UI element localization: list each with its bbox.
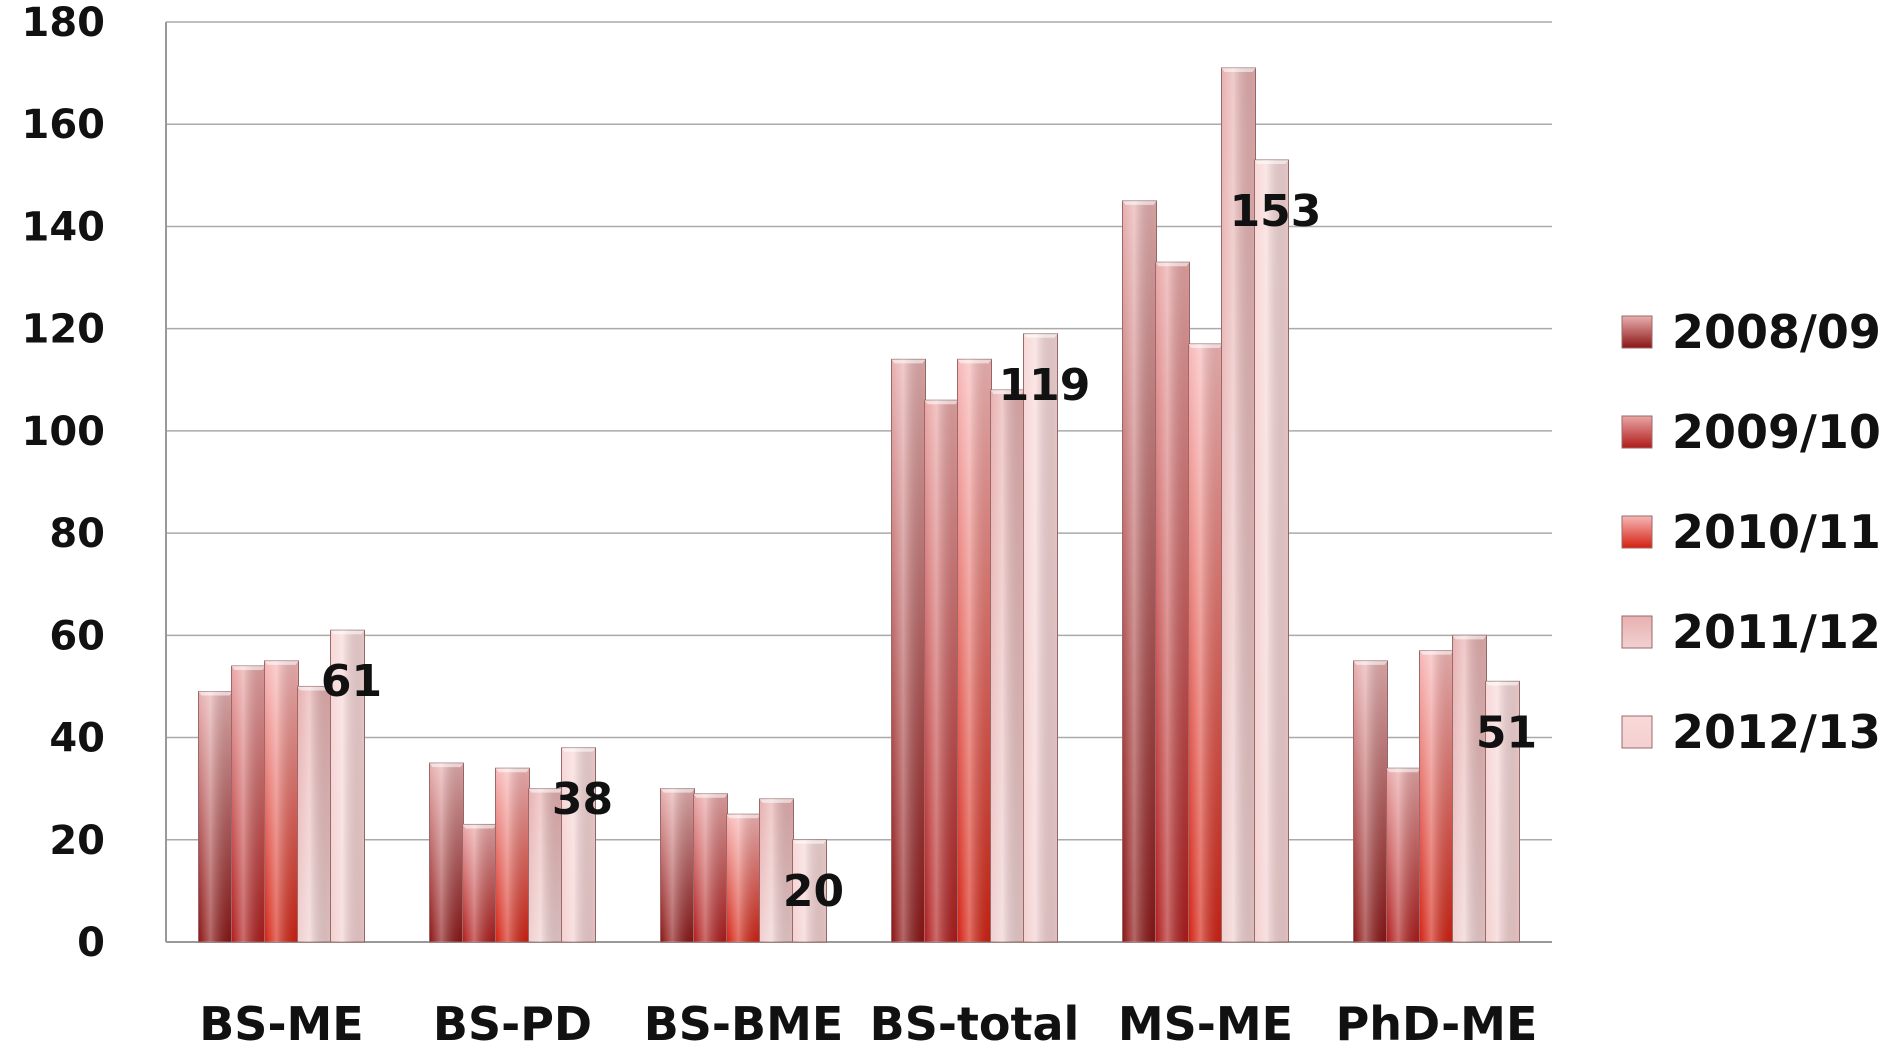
y-tick-label-80: 80	[49, 511, 105, 557]
bar-phd-me-2012-13	[1485, 680, 1520, 943]
data-label-bs-me: 61	[321, 656, 382, 707]
x-tick-label-bs-pd: BS-PD	[433, 997, 592, 1051]
bar-ms-me-2011-12	[1221, 67, 1256, 943]
legend-label-2008-09: 2008/09	[1672, 305, 1881, 359]
legend-swatch-2008-09	[1621, 315, 1653, 349]
legend-label-2012-13: 2012/13	[1672, 705, 1881, 759]
bar-bs-bme-2012-13	[792, 839, 827, 943]
bar-bs-bme-2008-09	[660, 788, 695, 943]
data-label-phd-me: 51	[1476, 707, 1537, 758]
bar-bs-pd-2008-09	[429, 762, 464, 943]
y-tick-label-160: 160	[22, 102, 106, 148]
bar-bs-pd-2012-13	[561, 747, 596, 943]
bar-phd-me-2008-09	[1353, 660, 1388, 943]
gridlines	[166, 21, 1552, 841]
data-label-bs-bme: 20	[783, 866, 844, 917]
y-tick-label-40: 40	[49, 716, 105, 762]
bar-bs-me-2009-10	[231, 665, 266, 943]
legend-swatch-2009-10	[1621, 415, 1653, 449]
bar-ms-me-2010-11	[1188, 343, 1223, 943]
bar-bs-total-2010-11	[957, 358, 992, 943]
y-tick-label-100: 100	[22, 409, 106, 455]
data-labels: 61 38 20 119 153 51	[321, 186, 1537, 917]
bar-bs-total-2008-09	[891, 358, 926, 943]
bar-bs-pd-2009-10	[462, 823, 497, 943]
legend-item-2011-12: 2011/12	[1621, 605, 1881, 659]
bar-bs-pd-2010-11	[495, 767, 530, 943]
data-label-ms-me: 153	[1230, 186, 1322, 237]
legend-item-2010-11: 2010/11	[1621, 505, 1881, 559]
x-tick-label-ms-me: MS-ME	[1118, 997, 1293, 1051]
legend-item-2012-13: 2012/13	[1621, 705, 1881, 759]
legend: 2008/09 2009/10 2010/11 2011/12 2012/13	[1621, 305, 1881, 759]
y-tick-label-60: 60	[49, 613, 105, 659]
y-tick-label-20: 20	[49, 818, 105, 864]
bar-phd-me-2011-12	[1452, 634, 1487, 943]
legend-label-2011-12: 2011/12	[1672, 605, 1881, 659]
bar-phd-me-2010-11	[1419, 650, 1454, 943]
y-tick-label-180: 180	[22, 0, 106, 46]
x-tick-label-bs-bme: BS-BME	[644, 997, 844, 1051]
legend-swatch-2012-13	[1621, 715, 1653, 749]
data-label-bs-pd: 38	[552, 774, 613, 825]
bar-bs-me-2012-13	[330, 629, 365, 943]
bar-bs-total-2012-13	[1023, 333, 1058, 943]
legend-label-2009-10: 2009/10	[1672, 405, 1881, 459]
legend-item-2009-10: 2009/10	[1621, 405, 1881, 459]
legend-swatch-2010-11	[1621, 515, 1653, 549]
legend-item-2008-09: 2008/09	[1621, 305, 1881, 359]
bar-bs-total-2009-10	[924, 399, 959, 943]
bar-phd-me-2009-10	[1386, 767, 1421, 943]
legend-swatch-2011-12	[1621, 615, 1653, 649]
bar-bs-pd-2011-12	[528, 788, 563, 943]
y-tick-label-0: 0	[77, 920, 105, 966]
bar-ms-me-2008-09	[1122, 200, 1157, 943]
y-tick-label-140: 140	[22, 204, 106, 250]
bar-ms-me-2012-13	[1254, 159, 1289, 943]
x-tick-label-bs-total: BS-total	[870, 997, 1080, 1051]
bar-bs-me-2011-12	[297, 685, 332, 943]
legend-label-2010-11: 2010/11	[1672, 505, 1881, 559]
x-tick-label-phd-me: PhD-ME	[1336, 997, 1538, 1051]
axes: 0 20 40 60 80 100 120 140 160 180 BS-ME BS-PD BS-BME…	[22, 0, 1552, 1051]
data-label-bs-total: 119	[999, 360, 1091, 411]
x-tick-label-bs-me: BS-ME	[199, 997, 363, 1051]
bars	[198, 67, 1520, 943]
bar-bs-me-2008-09	[198, 691, 233, 943]
y-tick-label-120: 120	[22, 307, 106, 353]
bar-ms-me-2009-10	[1155, 261, 1190, 943]
bar-bs-bme-2011-12	[759, 798, 794, 943]
bar-bs-bme-2009-10	[693, 793, 728, 943]
bar-bs-bme-2010-11	[726, 813, 761, 943]
bar-bs-me-2010-11	[264, 660, 299, 943]
bar-bs-total-2011-12	[990, 389, 1025, 943]
